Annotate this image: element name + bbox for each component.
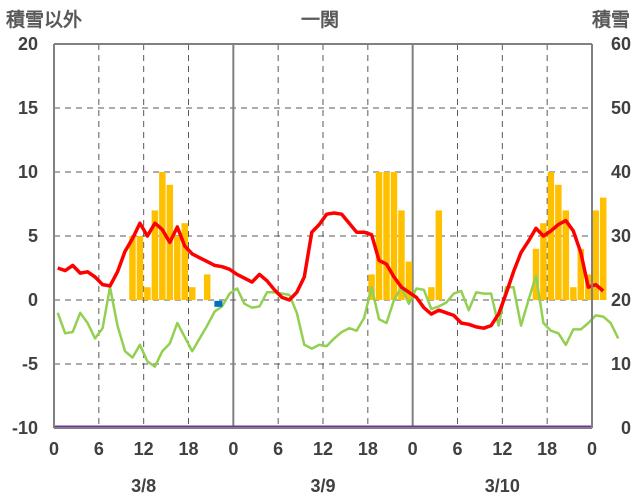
x-tick-label: 0 (49, 439, 59, 459)
chart-title: 一関 (301, 9, 339, 31)
precip-bar (136, 236, 144, 300)
precip-bar (599, 197, 607, 300)
precip-bar (532, 248, 540, 300)
precip-bar (181, 223, 188, 300)
left-tick-label: 10 (18, 162, 38, 182)
x-tick-label: 6 (94, 439, 104, 459)
precip-bar (383, 172, 390, 300)
precip-bar (129, 236, 136, 300)
right-tick-label: 20 (611, 290, 631, 310)
left-tick-label: -10 (12, 418, 38, 438)
left-axis-label: 積雪以外 (6, 8, 82, 31)
green-line (56, 274, 620, 368)
x-tick-label: 6 (273, 439, 283, 459)
left-tick-label: 20 (18, 34, 38, 54)
precip-bar (547, 172, 555, 300)
x-tick-label: 18 (358, 439, 378, 459)
blue-point (214, 300, 223, 307)
right-tick-label: 60 (611, 34, 631, 54)
right-tick-label: 10 (611, 354, 631, 374)
precip-bar (174, 236, 181, 300)
precip-bar (592, 210, 599, 300)
precip-bar (144, 287, 151, 300)
precip-bar (562, 210, 570, 300)
red-line (57, 211, 605, 330)
left-tick-label: -5 (22, 354, 38, 374)
left-tick-label: 5 (28, 226, 38, 246)
right-tick-label: 0 (621, 418, 631, 438)
precip-bar (428, 287, 435, 300)
axes (53, 43, 593, 429)
date-label: 3/9 (310, 476, 335, 496)
x-tick-label: 12 (313, 439, 333, 459)
precip-bar (405, 261, 413, 300)
precip-bar (540, 223, 547, 300)
x-tick-label: 0 (228, 439, 238, 459)
precip-bar (159, 172, 166, 300)
date-label: 3/10 (485, 476, 520, 496)
right-axis-label: 積雪 (592, 8, 630, 31)
x-tick-label: 12 (134, 439, 154, 459)
x-tick-label: 12 (492, 439, 512, 459)
precip-bar (435, 210, 443, 300)
precip-bar (577, 248, 585, 300)
precip-bar (151, 210, 159, 300)
x-tick-label: 6 (452, 439, 462, 459)
precip-bar (375, 172, 383, 300)
precip-bar (398, 210, 405, 300)
right-tick-label: 50 (611, 98, 631, 118)
right-tick-label: 40 (611, 162, 631, 182)
left-tick-label: 15 (18, 98, 38, 118)
grid (54, 44, 592, 428)
x-tick-label: 18 (537, 439, 557, 459)
precip-bar (203, 274, 211, 300)
x-tick-label: 18 (178, 439, 198, 459)
precip-bar (189, 287, 196, 300)
precip-bar (390, 172, 398, 300)
date-label: 3/8 (131, 476, 156, 496)
left-tick-label: 0 (28, 290, 38, 310)
precip-bar (570, 287, 577, 300)
x-tick-label: 0 (587, 439, 597, 459)
precip-bar (555, 184, 562, 300)
x-tick-label: 0 (408, 439, 418, 459)
right-tick-label: 30 (611, 226, 631, 246)
